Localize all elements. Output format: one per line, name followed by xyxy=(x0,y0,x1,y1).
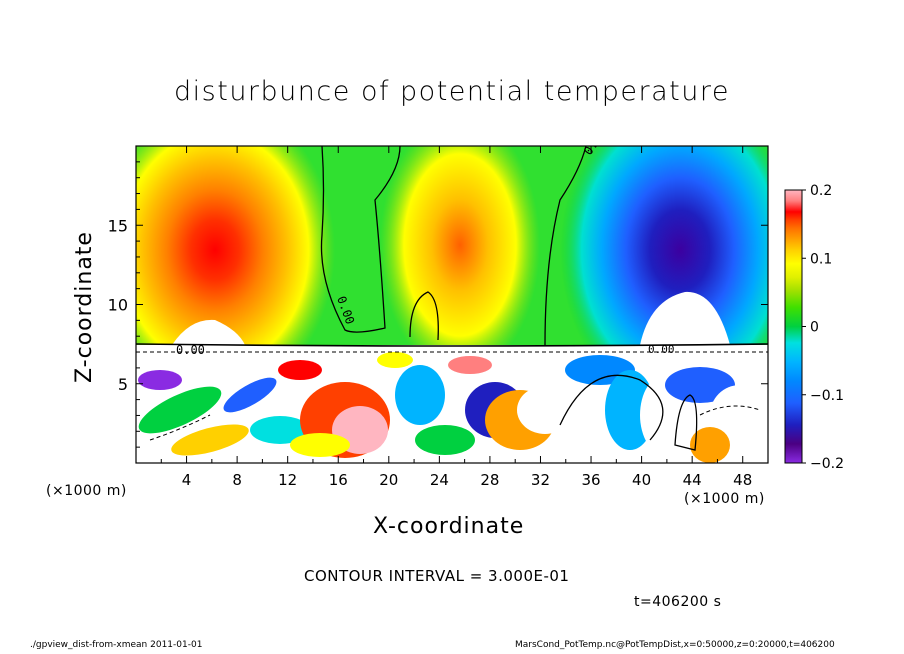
x-tick-label: 36 xyxy=(581,471,600,489)
y-tick-label: 10 xyxy=(108,296,128,315)
positive-anomaly-mid xyxy=(380,146,540,375)
colorbar-ticks: 0.2 0.1 0 −0.1 −0.2 xyxy=(802,183,844,472)
x-tick-label: 8 xyxy=(232,471,242,489)
x-tick-label: 24 xyxy=(430,471,449,489)
x-tick-label: 12 xyxy=(278,471,297,489)
x-unit-label-right: (×1000 m) xyxy=(684,491,765,507)
footer-right: MarsCond_PotTemp.nc@PotTempDist,x=0:5000… xyxy=(515,640,835,650)
time-stamp: t=406200 s xyxy=(634,594,722,610)
y-axis-label: Z-coordinate xyxy=(72,231,97,383)
x-ticks: 4 8 12 16 20 24 28 32 36 40 44 48 xyxy=(135,146,769,489)
colorbar-tick-label: −0.2 xyxy=(810,456,844,472)
x-tick-label: 44 xyxy=(683,471,702,489)
footer-left: ./gpview_dist-from-xmean 2011-01-01 xyxy=(30,640,203,650)
x-unit-label-left: (×1000 m) xyxy=(46,483,127,499)
heatmap-field: 0.00 0.00 0.00 0.00 xyxy=(136,126,768,463)
colorbar-gradient xyxy=(785,190,802,463)
x-tick-label: 48 xyxy=(733,471,752,489)
contour-lines xyxy=(136,146,768,451)
x-tick-label: 16 xyxy=(329,471,348,489)
colorbar-tick-label: −0.1 xyxy=(810,388,844,404)
x-tick-label: 40 xyxy=(632,471,651,489)
x-tick-label: 32 xyxy=(531,471,550,489)
contour-label: 0.00 xyxy=(176,343,205,357)
white-cap-right xyxy=(640,291,730,345)
contour-interval-note: CONTOUR INTERVAL = 3.000E-01 xyxy=(304,567,570,585)
colorbar-tick-label: 0.1 xyxy=(810,251,832,267)
colorbar: 0.2 0.1 0 −0.1 −0.2 xyxy=(784,183,844,472)
y-ticks: 5 10 15 xyxy=(108,161,768,448)
chart-title: disturbunce of potential temperature xyxy=(174,76,730,107)
contour-label: 0.00 xyxy=(581,126,609,158)
white-cap-left xyxy=(172,319,245,345)
x-tick-label: 20 xyxy=(379,471,398,489)
contour-label: 0.00 xyxy=(648,343,675,356)
y-tick-label: 5 xyxy=(118,375,128,394)
x-axis-label: X-coordinate xyxy=(373,514,525,539)
lower-turbulent-layer xyxy=(136,345,768,463)
y-tick-label: 15 xyxy=(108,216,128,235)
colorbar-tick-label: 0 xyxy=(810,320,819,336)
x-tick-label: 4 xyxy=(182,471,192,489)
colorbar-tick-label: 0.2 xyxy=(810,183,832,199)
x-tick-label: 28 xyxy=(480,471,499,489)
